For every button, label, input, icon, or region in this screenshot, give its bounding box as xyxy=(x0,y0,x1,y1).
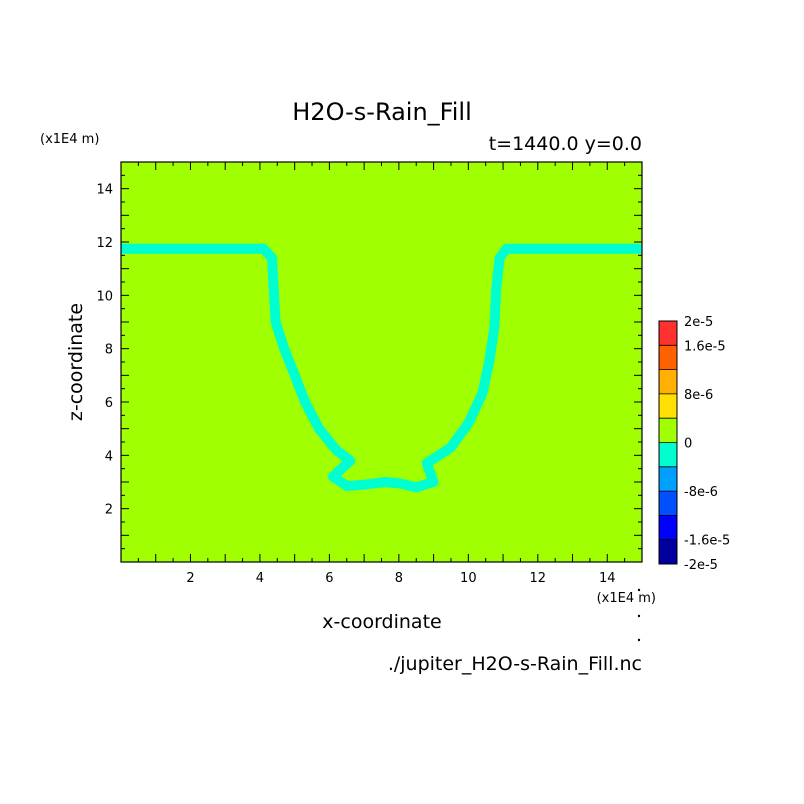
colorbar-tick-label: -8e-6 xyxy=(684,485,718,500)
y-tick-label: 10 xyxy=(96,289,113,304)
colorbar-tick-label: 2e-5 xyxy=(684,315,713,330)
x-tick-label: 12 xyxy=(530,571,547,586)
colorbar-swatch xyxy=(659,321,677,346)
y-tick-label: 14 xyxy=(96,183,113,198)
y-tick-label: 2 xyxy=(105,503,113,518)
x-tick-label: 8 xyxy=(395,571,403,586)
colorbar-swatch xyxy=(659,345,677,370)
colorbar-swatch xyxy=(659,491,677,516)
colorbar-tick-label: 8e-6 xyxy=(684,388,713,403)
y-tick-label: 4 xyxy=(105,449,113,464)
marker-dot xyxy=(637,588,641,592)
y-axis-label: z-coordinate xyxy=(65,303,87,421)
x-axis-label: x-coordinate xyxy=(322,611,441,633)
colorbar-swatch xyxy=(659,418,677,443)
colorbar-swatch xyxy=(659,539,677,564)
marker-dot xyxy=(637,614,641,618)
marker-dot xyxy=(637,638,641,642)
colorbar-swatch xyxy=(659,369,677,394)
colorbar xyxy=(658,320,678,565)
y-axis: 2 4 6 8 10 12 14 xyxy=(96,161,642,563)
source-file-label: ./jupiter_H2O-s-Rain_Fill.nc xyxy=(388,653,642,675)
y-unit-label: (x1E4 m) xyxy=(40,132,99,147)
colorbar-tick-label: -1.6e-5 xyxy=(684,534,730,549)
colorbar-frame xyxy=(658,320,678,565)
colorbar-tick-label: 1.6e-5 xyxy=(684,339,726,354)
colorbar-tick-label: 0 xyxy=(684,437,692,452)
colorbar-swatch xyxy=(659,442,677,467)
chart-title: H2O-s-Rain_Fill xyxy=(292,98,472,126)
y-tick-label: 6 xyxy=(105,396,113,411)
x-tick-label: 14 xyxy=(599,571,616,586)
x-tick-label: 10 xyxy=(460,571,477,586)
x-unit-label: (x1E4 m) xyxy=(597,591,656,606)
colorbar-labels: 2e-5 1.6e-5 8e-6 0 -8e-6 -1.6e-5 -2e-5 xyxy=(684,315,730,573)
x-tick-label: 2 xyxy=(186,571,194,586)
x-tick-label: 4 xyxy=(256,571,264,586)
colorbar-swatch xyxy=(659,393,677,419)
colorbar-swatch xyxy=(659,515,677,540)
chart-subtitle: t=1440.0 y=0.0 xyxy=(489,133,642,155)
y-tick-label: 12 xyxy=(96,236,113,251)
contour-band xyxy=(121,243,642,493)
colorbar-swatch xyxy=(659,466,677,492)
x-axis: 2 4 6 8 10 12 14 xyxy=(120,162,643,586)
plot-background xyxy=(121,162,642,562)
x-tick-label: 6 xyxy=(325,571,333,586)
colorbar-tick-label: -2e-5 xyxy=(684,558,718,573)
y-tick-label: 8 xyxy=(105,343,113,358)
